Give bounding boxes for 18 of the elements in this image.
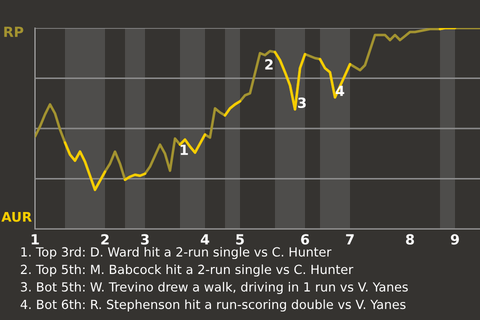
x-tick-label: 8: [406, 234, 414, 245]
annotation: 3: [298, 98, 306, 108]
annotation: 2: [265, 59, 273, 70]
text: AUR: [1, 212, 32, 222]
text: 2. Top 5th: M. Babcock hit a 2-run single vs C. Hunter: [20, 264, 354, 277]
text: 3. Bot 5th: W. Trevino drew a walk, driving in 1 run vs V. Yanes: [20, 282, 408, 294]
x-tick-label: 7: [346, 234, 354, 244]
text: 4. Bot 6th: R. Stephenson hit a run-scoring double vs V. Yanes: [20, 299, 406, 312]
text: 1. Top 3rd: D. Ward hit a 2-run single vs C. Hunter: [21, 246, 332, 260]
x-tick-label: 2: [101, 234, 109, 244]
x-tick-label: 6: [301, 234, 310, 245]
x-tick-label: 1: [32, 234, 39, 244]
x-tick-label: 9: [450, 234, 459, 245]
x-tick-label: 5: [236, 234, 244, 245]
annotation: 1: [180, 144, 188, 155]
x-tick-label: 4: [200, 234, 210, 244]
x-tick-label: 3: [141, 234, 149, 245]
text: RP: [4, 26, 24, 37]
